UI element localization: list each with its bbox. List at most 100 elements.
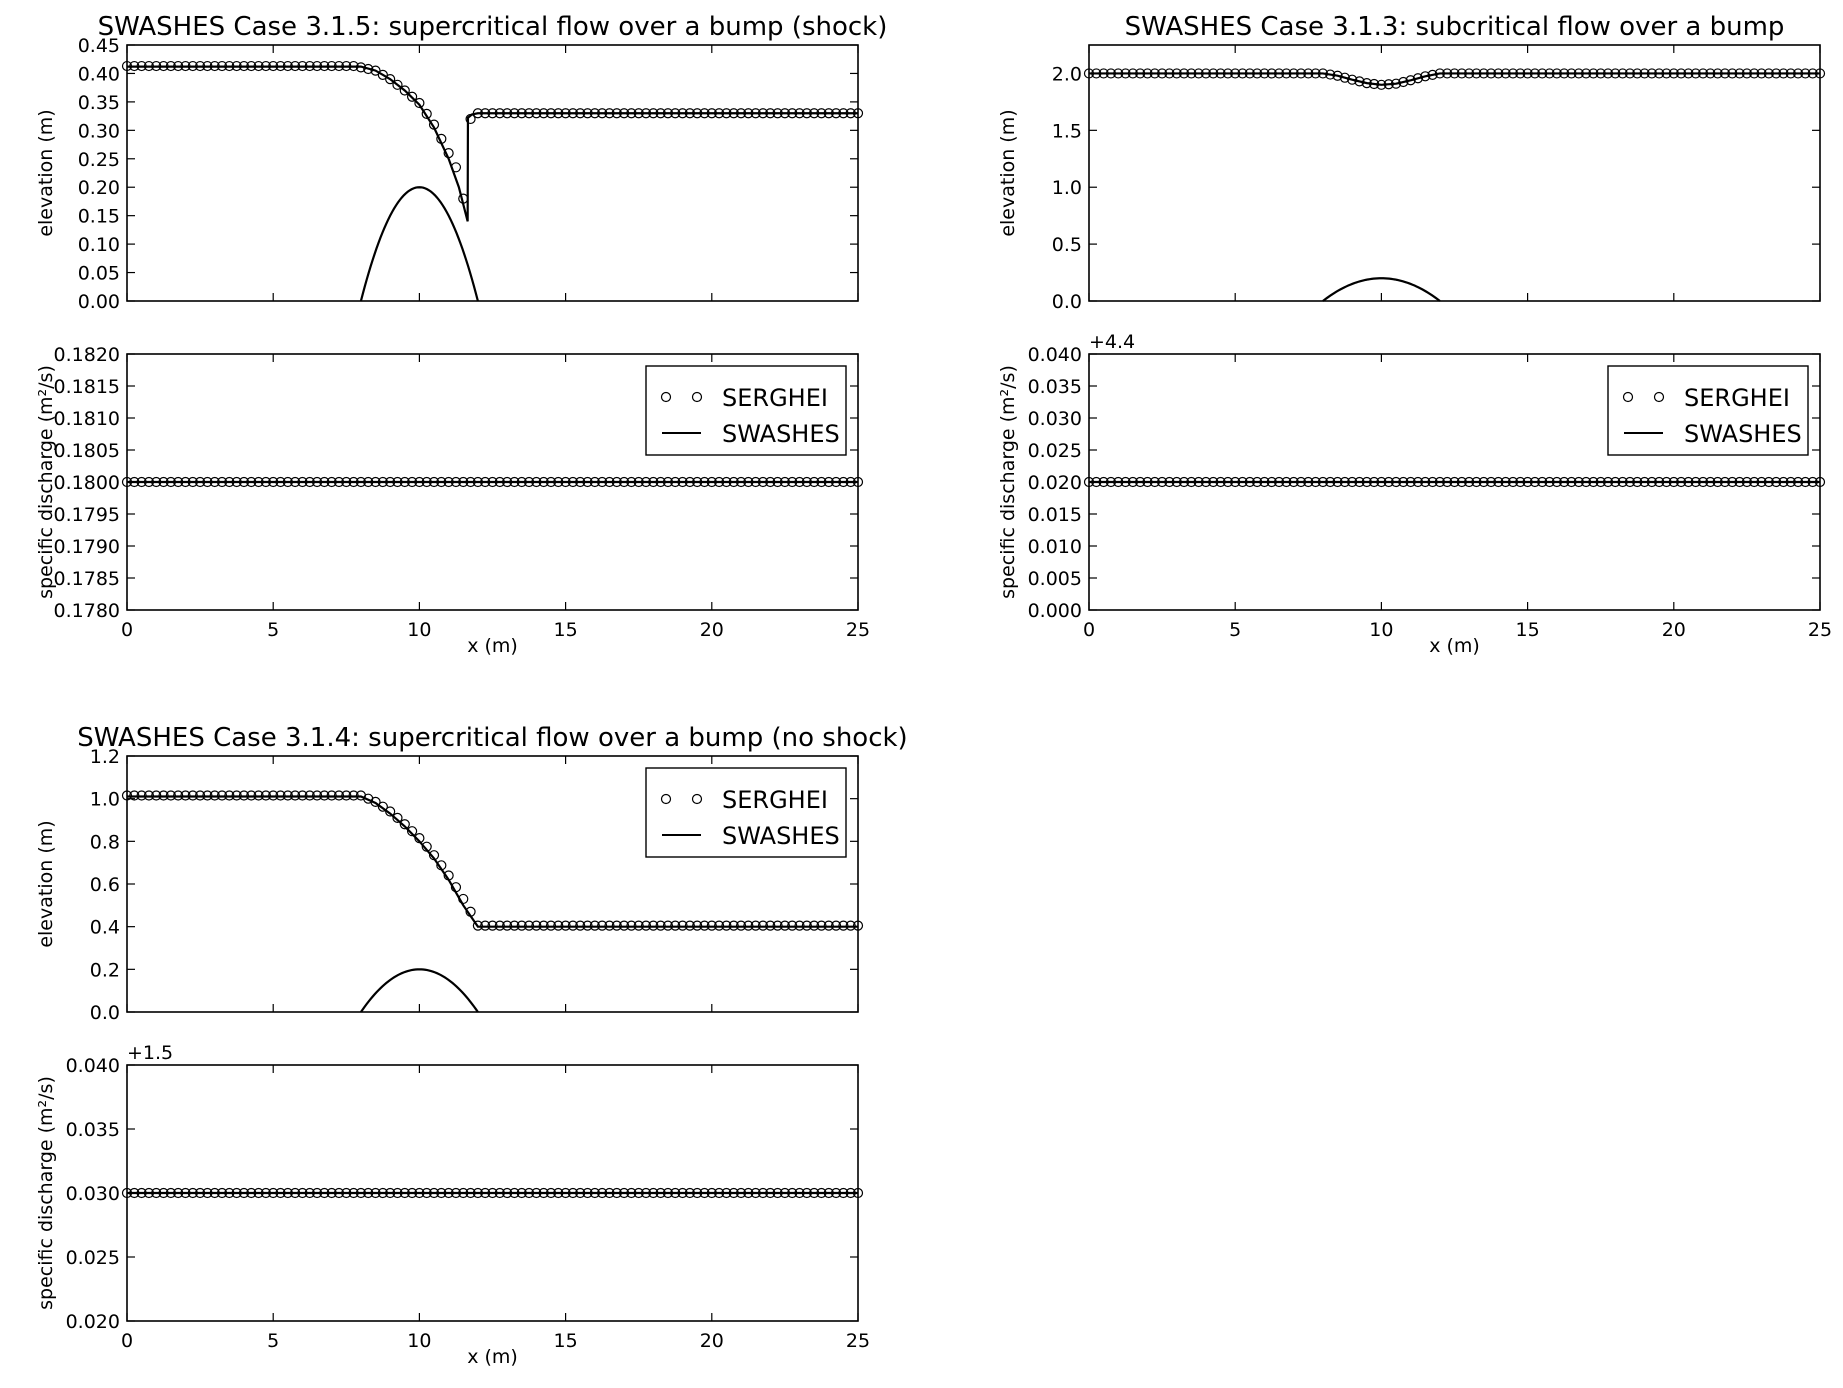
serghei-point: [611, 1187, 622, 1199]
serghei-point: [304, 790, 315, 801]
serghei-point: [1368, 78, 1380, 90]
serghei-point: [538, 920, 549, 931]
serghei-point: [604, 108, 615, 119]
panel-noshock-discharge: 0 5 10 15 20 25 0.020 0.025 0.030 0.035 0.040 +1.5 s…: [35, 1042, 870, 1368]
serghei-point: [567, 1187, 579, 1199]
serghei-point: [260, 1187, 271, 1199]
y-tick-label: 0.015: [1028, 504, 1082, 526]
serghei-point: [545, 108, 557, 119]
legend-serghei-marker: [1622, 391, 1634, 403]
serghei-point: [1105, 476, 1117, 488]
serghei-point: [1800, 68, 1811, 79]
y-tick-label: 0.025: [1028, 440, 1082, 462]
serghei-point: [202, 476, 213, 488]
serghei-point: [838, 476, 849, 488]
serghei-point: [567, 476, 579, 488]
serghei-point: [830, 108, 842, 119]
legend-serghei-marker: [1653, 391, 1665, 403]
serghei-point: [589, 476, 600, 488]
serghei-point: [158, 60, 169, 72]
serghei-point: [472, 1187, 483, 1199]
serghei-point: [684, 476, 695, 488]
serghei-point: [1347, 476, 1358, 488]
y-axis-label: elevation (m): [35, 820, 57, 947]
serghei-point: [246, 790, 257, 801]
serghei-point: [728, 1187, 739, 1199]
serghei-point: [246, 1187, 257, 1199]
serghei-point: [1676, 68, 1687, 79]
serghei-point: [465, 476, 476, 488]
serghei-point: [333, 476, 345, 488]
serghei-point: [809, 108, 820, 119]
serghei-point: [231, 790, 242, 801]
legend-serghei-marker: [691, 793, 703, 805]
serghei-point: [1310, 476, 1321, 488]
serghei-point: [1434, 476, 1445, 488]
serghei-point: [319, 1187, 330, 1199]
serghei-point: [640, 1187, 652, 1199]
serghei-point: [1624, 476, 1636, 488]
serghei-point: [311, 476, 323, 488]
serghei-point: [487, 108, 498, 119]
serghei-point: [794, 1187, 805, 1199]
serghei-point: [735, 108, 747, 119]
serghei-point: [165, 1187, 176, 1199]
serghei-point: [1727, 68, 1738, 79]
serghei-point: [794, 476, 805, 488]
serghei-point: [735, 1187, 747, 1199]
legend-serghei-marker: [660, 793, 672, 805]
serghei-point: [706, 1187, 717, 1199]
serghei-point: [216, 476, 228, 488]
serghei-point: [209, 60, 220, 72]
serghei-point: [1719, 476, 1731, 488]
serghei-point: [648, 476, 659, 488]
serghei-point: [443, 147, 454, 159]
serghei-point: [1617, 68, 1628, 79]
serghei-point: [1259, 476, 1270, 488]
serghei-point: [348, 476, 359, 488]
serghei-point: [282, 790, 293, 801]
serghei-point: [523, 1187, 535, 1199]
serghei-point: [553, 108, 564, 119]
serghei-point: [502, 476, 513, 488]
serghei-point: [1580, 476, 1592, 488]
serghei-point: [195, 1187, 206, 1199]
serghei-point: [406, 1187, 418, 1199]
serghei-point: [626, 920, 637, 931]
y-tick-label: 0.025: [66, 1247, 120, 1269]
serghei-point: [465, 1187, 476, 1199]
serghei-point: [662, 920, 674, 931]
serghei-point: [830, 920, 842, 931]
serghei-point: [1442, 476, 1453, 488]
serghei-point: [224, 1187, 235, 1199]
chart-title: SWASHES Case 3.1.4: supercritical flow o…: [77, 723, 907, 753]
serghei-point: [1624, 68, 1636, 79]
serghei-point: [1573, 68, 1584, 79]
serghei-point: [1529, 68, 1541, 79]
y-offset-label: +4.4: [1089, 331, 1135, 353]
serghei-point: [348, 1187, 359, 1199]
serghei-point: [1252, 68, 1263, 79]
legend: SERGHEI SWASHES: [645, 365, 847, 456]
serghei-point: [180, 476, 191, 488]
serghei-point: [633, 108, 644, 119]
serghei-point: [143, 790, 155, 801]
serghei-point: [136, 476, 147, 488]
serghei-point: [143, 1187, 155, 1199]
serghei-point: [684, 920, 695, 931]
serghei-point: [699, 476, 710, 488]
serghei-point: [509, 920, 520, 931]
serghei-point: [399, 819, 410, 830]
swashes-series-line: [1089, 72, 1820, 86]
x-tick-label: 15: [554, 1330, 578, 1352]
serghei-point: [187, 476, 198, 488]
serghei-point: [655, 1187, 666, 1199]
serghei-point: [830, 1187, 842, 1199]
x-tick-label: 20: [700, 619, 724, 641]
serghei-point: [794, 920, 805, 931]
serghei-point: [1200, 68, 1212, 79]
serghei-point: [304, 1187, 315, 1199]
serghei-point: [297, 790, 308, 801]
x-tick-label: 20: [700, 1330, 724, 1352]
serghei-point: [370, 796, 381, 807]
